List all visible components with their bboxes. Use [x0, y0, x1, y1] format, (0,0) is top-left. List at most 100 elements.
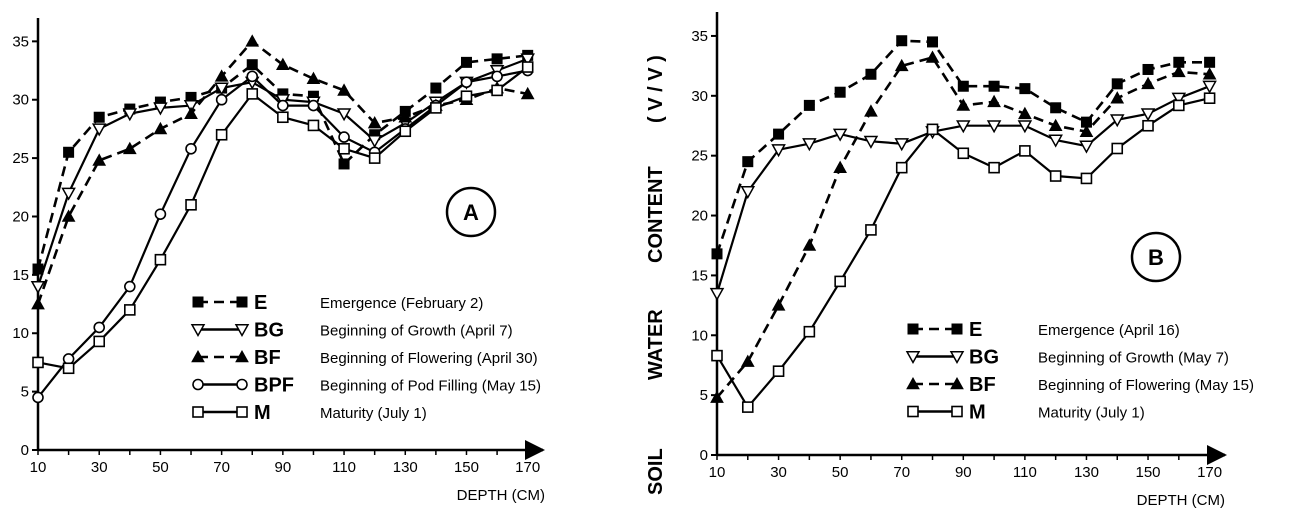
data-point [1202, 67, 1217, 80]
data-point [802, 238, 817, 251]
data-point [491, 70, 503, 83]
y-tick-label: 30 [12, 92, 29, 109]
data-point [771, 144, 786, 158]
legend-swatch-marker [236, 378, 248, 391]
data-point [61, 187, 76, 201]
data-point [772, 365, 785, 377]
data-point [430, 102, 442, 114]
y-axis-word-soil: SOIL [645, 448, 667, 495]
data-point [1142, 119, 1154, 132]
data-point [1048, 134, 1063, 148]
data-point [834, 275, 846, 288]
legend-swatch-marker [192, 378, 204, 391]
data-point [927, 36, 939, 48]
data-point [1048, 118, 1063, 132]
data-point [988, 80, 1000, 92]
data-point [740, 354, 755, 367]
x-tick-label: 130 [1074, 464, 1099, 481]
data-point [1080, 172, 1093, 185]
data-point [92, 153, 107, 166]
data-point [460, 90, 473, 103]
panel-badge-label: B [1148, 245, 1164, 270]
data-point [1141, 76, 1155, 90]
data-point [771, 298, 786, 311]
legend: E Emergence (April 16) BG Beginning of Grow… [905, 319, 1254, 424]
y-tick-label: 25 [691, 148, 708, 165]
data-point [957, 80, 969, 92]
data-point [1019, 145, 1031, 157]
data-point [520, 53, 535, 67]
x-tick-label: 10 [709, 464, 726, 481]
x-tick-label: 70 [213, 459, 230, 476]
legend-label: Maturity (July 1) [1038, 405, 1145, 422]
panel-badge: B [1130, 231, 1182, 283]
data-point [894, 58, 909, 72]
data-point [865, 224, 877, 236]
x-tick-label: 10 [30, 459, 47, 476]
data-point [1019, 83, 1031, 95]
data-point [430, 82, 442, 94]
legend-code: BPF [254, 375, 294, 397]
data-point [368, 152, 381, 164]
legend-label: Beginning of Growth (April 7) [320, 323, 513, 340]
legend-swatch-marker [191, 349, 205, 363]
y-axis-word-water: WATER [645, 309, 667, 380]
data-point [987, 94, 1001, 108]
y-tick-label: 35 [691, 28, 708, 45]
x-tick-label: 70 [893, 464, 910, 481]
legend-code: BF [969, 374, 996, 396]
data-point [491, 53, 503, 65]
data-point [1111, 78, 1123, 90]
data-point [988, 161, 1000, 174]
legend-item-bpf: BPF Beginning of Pod Filling (May 15) [192, 375, 541, 397]
data-point [32, 356, 44, 369]
data-point [863, 135, 879, 149]
x-tick-label: 90 [955, 464, 972, 481]
legend-label: Beginning of Flowering (April 30) [320, 350, 538, 367]
legend-item-bg: BG Beginning of Growth (April 7) [190, 320, 513, 342]
data-point [124, 280, 136, 293]
data-point [124, 304, 136, 316]
data-point [491, 84, 503, 97]
legend-swatch-marker [234, 323, 250, 338]
data-point [833, 160, 848, 173]
legend-item-bf: BF Beginning of Flowering (May 15) [906, 374, 1254, 396]
legend-swatch-marker [951, 405, 963, 418]
y-tick-label: 10 [12, 325, 29, 342]
series-e [711, 35, 1216, 260]
data-point [742, 156, 754, 168]
data-point [306, 71, 321, 85]
data-point [520, 86, 535, 100]
series-bf [710, 50, 1217, 403]
data-point [93, 111, 105, 123]
data-point [93, 335, 106, 348]
data-point [122, 108, 138, 122]
x-tick-label: 150 [1136, 464, 1161, 481]
legend-code: BF [254, 347, 281, 369]
data-point [338, 131, 350, 143]
x-tick-label: 50 [832, 464, 849, 481]
data-point [711, 349, 723, 362]
panel-badge-circle [445, 186, 497, 238]
y-tick-label: 30 [691, 88, 708, 105]
series-m [32, 61, 534, 375]
data-point [30, 280, 46, 295]
data-point [214, 82, 229, 96]
data-point [1109, 114, 1125, 128]
data-point [709, 287, 725, 301]
data-point [215, 93, 228, 106]
x-tick-label: 150 [454, 459, 479, 476]
legend-swatch-marker [192, 406, 204, 418]
data-point [367, 135, 382, 149]
data-point [153, 102, 168, 116]
data-point [185, 142, 197, 155]
data-point [183, 100, 199, 114]
data-point [1079, 124, 1094, 138]
data-point [246, 59, 258, 71]
data-point [367, 116, 382, 129]
legend-code: E [254, 292, 267, 314]
legend-swatch-marker [950, 376, 964, 390]
data-point [1140, 108, 1156, 122]
data-point [307, 99, 320, 112]
data-point [154, 208, 167, 220]
